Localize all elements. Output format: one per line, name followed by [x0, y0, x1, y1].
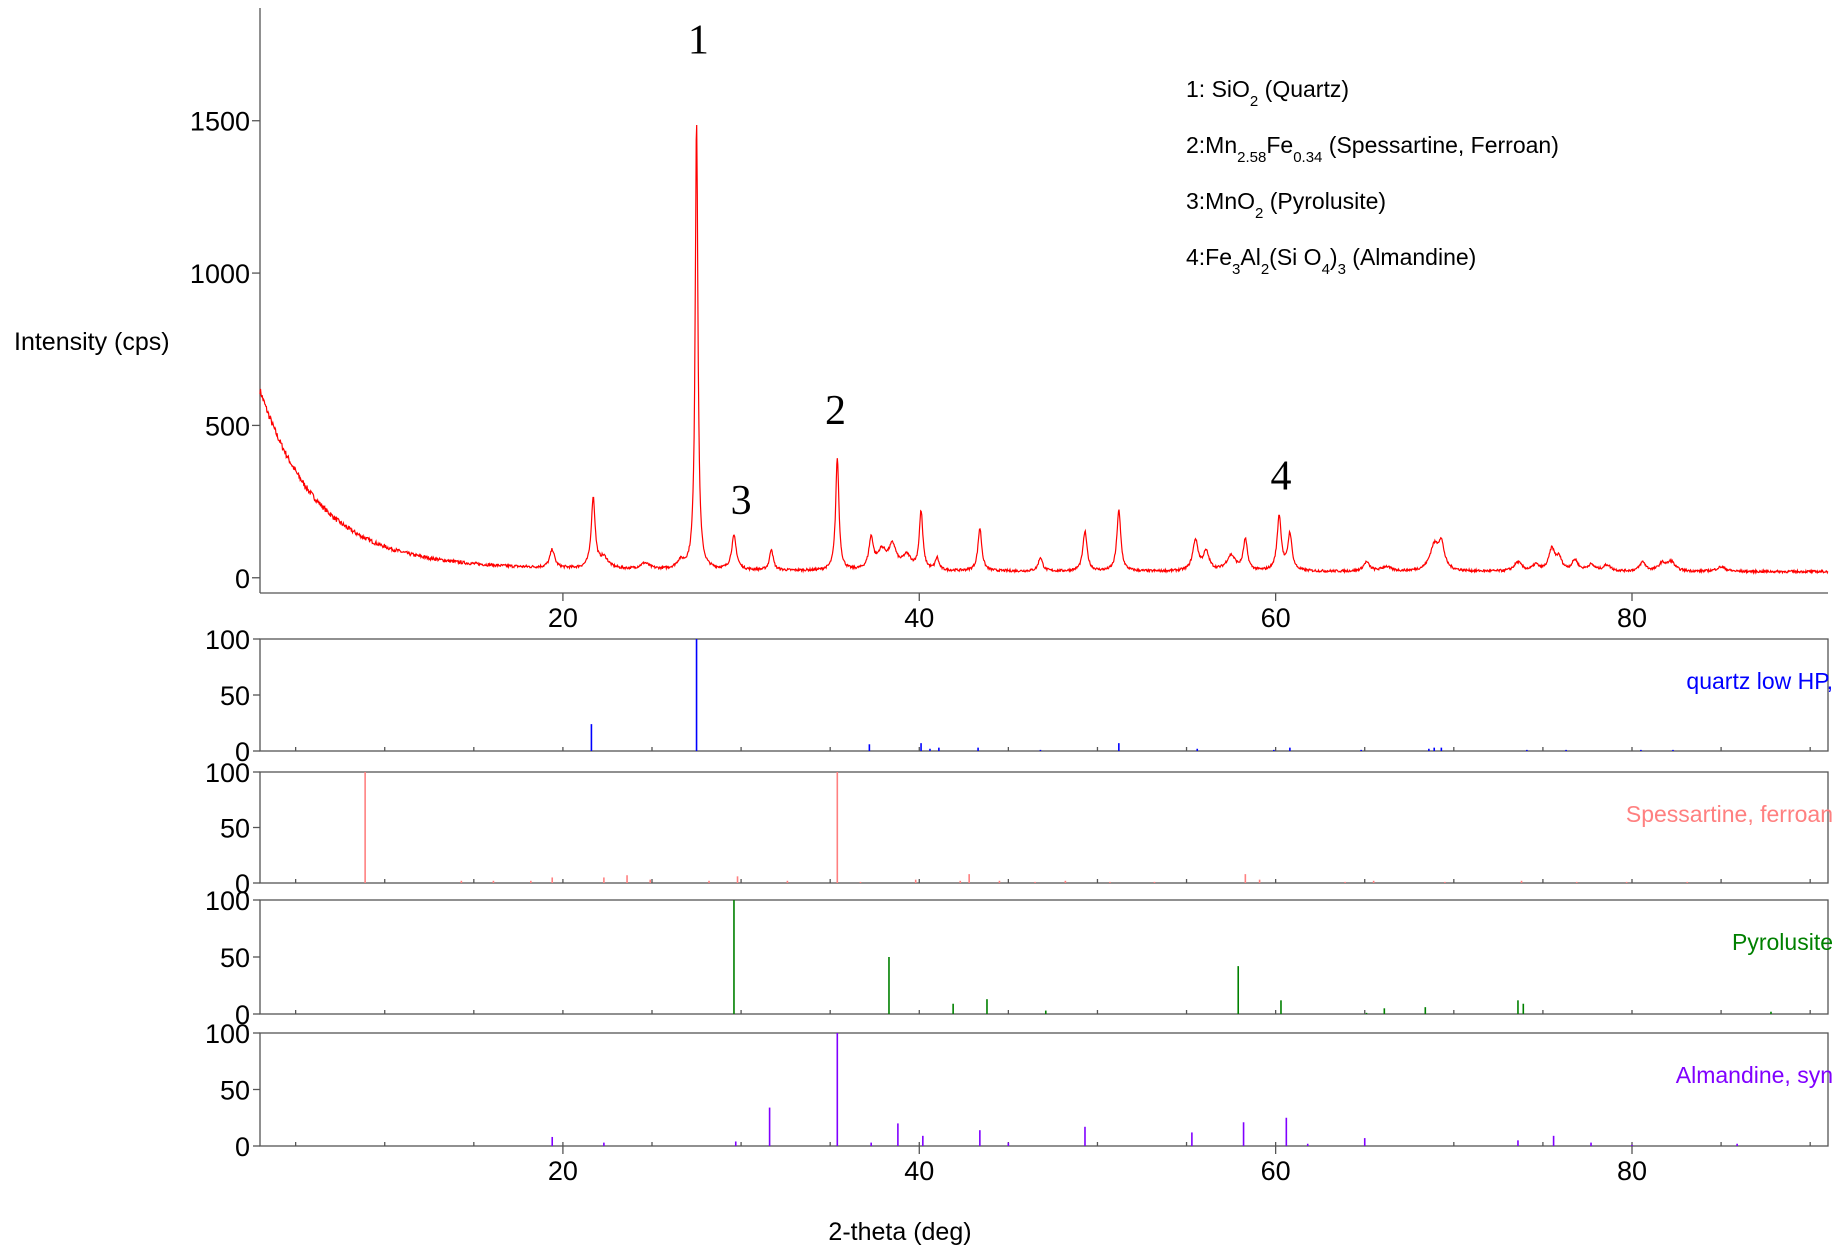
reference-y-tick-label: 0	[235, 737, 250, 767]
reference-frame	[259, 638, 1829, 752]
reference-panel-3: 0 50 100 Pyrolusite	[205, 886, 1833, 1030]
reference-y-tick-label: 50	[220, 814, 250, 844]
legend-entry-3: 3:MnO2 (Pyrolusite)	[1186, 188, 1386, 222]
legend-subscript: 0.34	[1293, 149, 1322, 166]
phase-legend: 1: SiO2 (Quartz)2:Mn2.58Fe0.34 (Spessart…	[1186, 76, 1559, 278]
legend-text-part: 4:Fe	[1186, 244, 1232, 270]
y-axis-title: Intensity (cps)	[14, 328, 170, 356]
main-x-tick-label: 60	[1261, 603, 1291, 633]
reference-y-tick-label: 100	[205, 625, 250, 655]
peak-label-1: 1	[688, 18, 709, 64]
main-x-tick-label: 40	[904, 603, 934, 633]
peak-label-3: 3	[731, 478, 752, 524]
bottom-x-tick-label: 80	[1617, 1156, 1647, 1186]
legend-subscript: 2	[1255, 205, 1263, 222]
legend-text-part: )	[1330, 244, 1338, 270]
reference-y-tick-label: 50	[220, 943, 250, 973]
main-y-tick-label: 1000	[190, 259, 250, 289]
reference-panel-4: 0 50 100 Almandine, syn	[205, 1019, 1833, 1162]
legend-text-part: Al	[1240, 244, 1260, 270]
legend-text-part: (Spessartine, Ferroan)	[1322, 132, 1558, 158]
legend-subscript: 2	[1261, 261, 1269, 278]
legend-text-part: 3:MnO	[1186, 188, 1255, 214]
reference-y-tick-label: 100	[205, 886, 250, 916]
reference-frame	[259, 1032, 1829, 1147]
reference-y-tick-label: 100	[205, 1019, 250, 1049]
reference-y-tick-label: 0	[235, 869, 250, 899]
peak-label-2: 2	[825, 388, 846, 434]
diffraction-pattern-line	[259, 124, 1829, 575]
legend-subscript: 2.58	[1237, 149, 1266, 166]
main-y-tick-label: 500	[205, 411, 250, 441]
reference-y-tick-label: 50	[220, 681, 250, 711]
reference-panel-2: 0 50 100 Spessartine, ferroan	[205, 758, 1833, 899]
legend-entry-2: 2:Mn2.58Fe0.34 (Spessartine, Ferroan)	[1186, 132, 1559, 166]
main-x-tick-label: 20	[548, 603, 578, 633]
reference-name: Pyrolusite	[1732, 929, 1833, 955]
legend-text-part: Fe	[1266, 132, 1293, 158]
legend-text-part: (Si O	[1269, 244, 1321, 270]
reference-y-tick-label: 50	[220, 1076, 250, 1106]
legend-text-part: 1: SiO	[1186, 76, 1250, 102]
legend-text-part: (Pyrolusite)	[1263, 188, 1386, 214]
legend-subscript: 3	[1232, 261, 1240, 278]
reference-frame	[259, 771, 1829, 884]
legend-text-part: (Quartz)	[1258, 76, 1349, 102]
reference-patterns: 0 50 100 quartz low HP, 0 50 100 Spessartine, f…	[205, 625, 1833, 1186]
reference-y-tick-label: 100	[205, 758, 250, 788]
x-axis-title: 2-theta (deg)	[828, 1218, 971, 1246]
main-y-tick-label: 0	[235, 564, 250, 594]
legend-entry-1: 1: SiO2 (Quartz)	[1186, 76, 1349, 110]
reference-y-tick-label: 0	[235, 1000, 250, 1030]
peak-label-4: 4	[1270, 453, 1291, 499]
reference-name: Almandine, syn	[1676, 1062, 1833, 1088]
legend-text-part: (Almandine)	[1346, 244, 1476, 270]
main-x-tick-label: 80	[1617, 603, 1647, 633]
legend-subscript: 2	[1250, 93, 1258, 110]
legend-text-part: 2:Mn	[1186, 132, 1237, 158]
reference-name: quartz low HP,	[1686, 668, 1833, 694]
reference-name: Spessartine, ferroan	[1626, 801, 1833, 827]
legend-subscript: 4	[1322, 261, 1330, 278]
legend-entry-4: 4:Fe3Al2(Si O4)3 (Almandine)	[1186, 244, 1476, 278]
bottom-x-tick-label: 60	[1261, 1156, 1291, 1186]
reference-panel-1: 0 50 100 quartz low HP,	[205, 625, 1833, 767]
reference-frame	[259, 899, 1829, 1015]
bottom-x-tick-label: 40	[904, 1156, 934, 1186]
main-y-tick-label: 1500	[190, 107, 250, 137]
bottom-x-tick-label: 20	[548, 1156, 578, 1186]
legend-subscript: 3	[1338, 261, 1346, 278]
reference-y-tick-label: 0	[235, 1132, 250, 1162]
